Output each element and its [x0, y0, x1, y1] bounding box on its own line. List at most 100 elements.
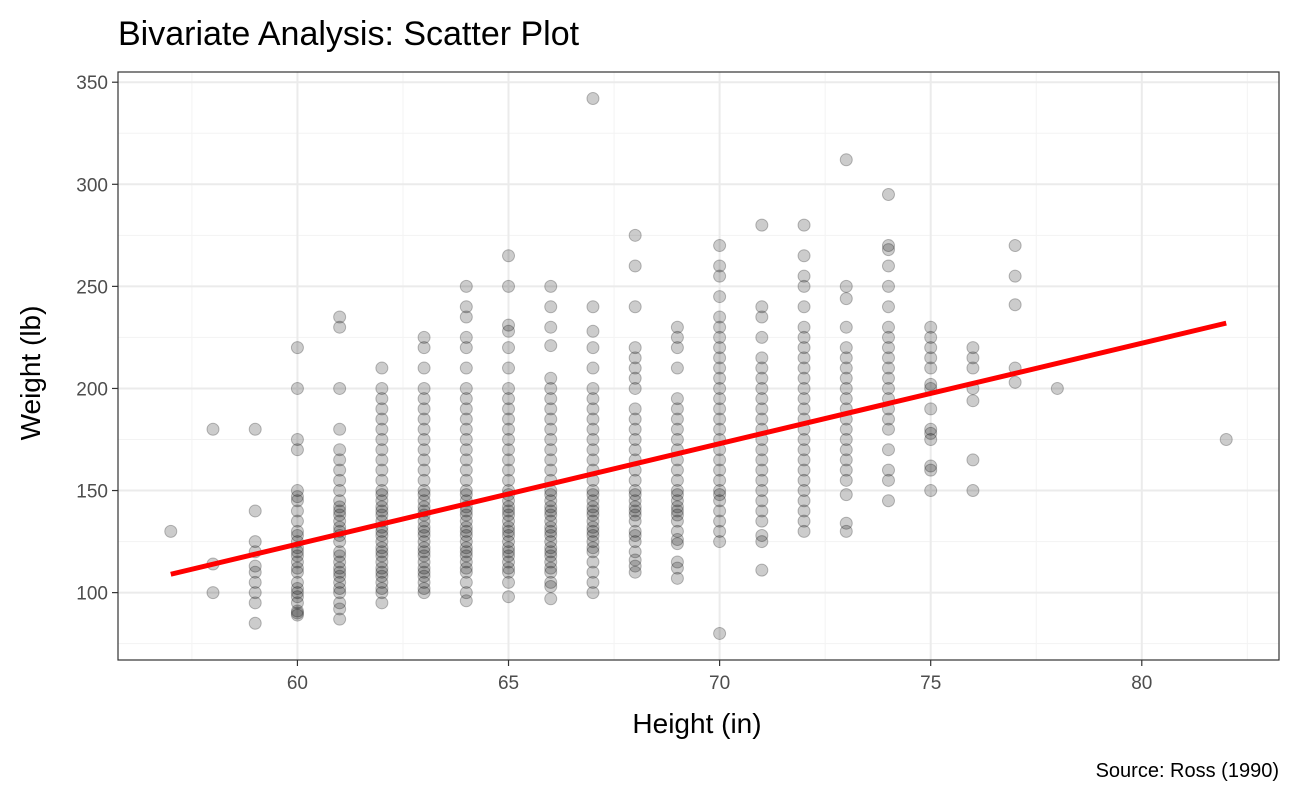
source-caption: Source: Ross (1990) — [1096, 760, 1279, 782]
data-point — [459, 535, 473, 549]
data-point — [670, 504, 684, 518]
data-point — [713, 361, 727, 375]
data-point — [502, 381, 516, 395]
data-point — [586, 300, 600, 314]
data-point — [375, 582, 389, 596]
data-point — [670, 571, 684, 585]
data-point — [290, 433, 304, 446]
data-point — [290, 504, 304, 518]
data-point — [881, 361, 895, 375]
data-point — [417, 381, 431, 395]
data-point — [333, 508, 347, 522]
data-point — [333, 484, 347, 498]
x-axis-title: Height (in) — [632, 708, 761, 739]
data-point — [713, 463, 727, 477]
data-point — [248, 575, 262, 589]
data-point — [924, 459, 938, 473]
data-point — [881, 371, 895, 385]
data-point — [417, 422, 431, 436]
chart-title: Bivariate Analysis: Scatter Plot — [118, 15, 580, 53]
data-point — [417, 528, 431, 542]
data-point — [333, 494, 347, 508]
data-point — [333, 453, 347, 467]
data-point — [628, 524, 642, 538]
data-point — [797, 320, 811, 334]
data-point — [502, 433, 516, 446]
data-point — [839, 443, 853, 457]
data-point — [713, 381, 727, 395]
data-point — [333, 561, 347, 575]
data-point — [839, 463, 853, 477]
data-point — [839, 473, 853, 487]
data-point — [502, 453, 516, 467]
fit-line — [170, 320, 1227, 577]
data-point — [375, 453, 389, 467]
data-point — [586, 535, 600, 549]
data-point — [544, 422, 558, 436]
data-point — [586, 324, 600, 338]
data-point — [502, 402, 516, 416]
data-point — [206, 586, 220, 600]
data-point — [502, 412, 516, 426]
data-point — [417, 494, 431, 508]
data-point — [375, 528, 389, 542]
data-point — [375, 575, 389, 589]
x-tick-label: 70 — [709, 673, 730, 694]
data-point — [586, 504, 600, 518]
data-point — [755, 528, 769, 542]
data-point — [290, 528, 304, 542]
data-point — [755, 514, 769, 528]
data-point — [333, 514, 347, 528]
data-point — [502, 541, 516, 555]
data-point — [586, 392, 600, 406]
data-point — [628, 484, 642, 498]
data-point — [375, 488, 389, 502]
data-point — [797, 279, 811, 293]
data-point — [544, 508, 558, 522]
data-point — [459, 565, 473, 579]
data-point — [670, 484, 684, 498]
data-point — [670, 392, 684, 406]
data-point — [713, 422, 727, 436]
data-point — [459, 586, 473, 600]
data-point — [713, 341, 727, 355]
data-point — [881, 351, 895, 365]
data-point — [586, 484, 600, 498]
data-point — [1219, 433, 1233, 446]
data-point — [881, 463, 895, 477]
data-point — [881, 259, 895, 273]
data-point — [797, 371, 811, 385]
data-point — [206, 422, 220, 436]
data-point — [628, 494, 642, 508]
data-point — [966, 453, 980, 467]
data-point — [586, 488, 600, 502]
data-point — [755, 371, 769, 385]
data-point — [417, 520, 431, 534]
data-point — [248, 596, 262, 610]
data-point — [586, 524, 600, 538]
data-point — [417, 392, 431, 406]
data-point — [333, 582, 347, 596]
data-point — [628, 300, 642, 314]
data-point — [713, 290, 727, 304]
data-point — [502, 463, 516, 477]
data-point — [670, 500, 684, 514]
data-point — [248, 504, 262, 518]
data-point — [755, 443, 769, 457]
x-axis: 60 65 70 75 80 — [287, 660, 1152, 694]
data-point — [586, 422, 600, 436]
data-point — [459, 473, 473, 487]
data-point — [502, 524, 516, 538]
data-point — [502, 508, 516, 522]
data-point — [797, 514, 811, 528]
data-point — [459, 528, 473, 542]
data-point — [375, 555, 389, 569]
data-point — [670, 320, 684, 334]
data-point — [459, 300, 473, 314]
data-point — [839, 392, 853, 406]
data-point — [290, 341, 304, 355]
data-point — [797, 433, 811, 446]
data-point — [839, 453, 853, 467]
data-point — [459, 545, 473, 559]
